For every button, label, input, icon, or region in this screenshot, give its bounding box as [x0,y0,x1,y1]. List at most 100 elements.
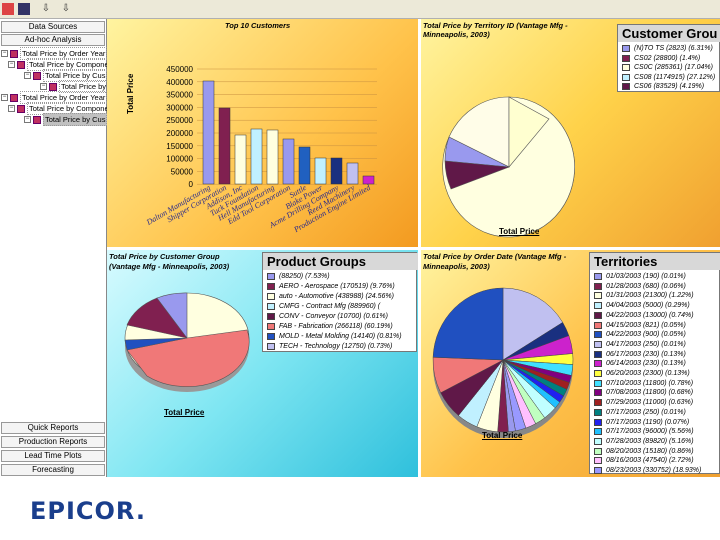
order-date-legend-item: 06/17/2003 (230) (0.13%) [594,350,686,359]
legend-swatch [622,83,630,90]
legend-label: CS0C (285361) (17.04%) [634,64,713,71]
legend-label: 08/23/2003 (330752) (18.93%) [606,467,702,474]
legend-swatch [267,273,275,280]
collapse-icon[interactable]: − [40,83,47,90]
legend-swatch [594,292,602,300]
order-date-legend-item: 01/03/2003 (190) (0.01%) [594,272,686,281]
production-reports-button[interactable]: Production Reports [1,436,105,448]
tree-item[interactable]: − Total Price by Order Year [1,91,108,104]
order-date-legend-item: 04/22/2003 (900) (0.05%) [594,330,686,339]
territory-pie [442,96,575,238]
tree-item-selected[interactable]: − Total Price by Cus [24,113,108,126]
legend-swatch [622,54,630,62]
legend-swatch [594,447,602,455]
legend-swatch [267,313,275,320]
pie-slice[interactable] [432,287,504,361]
legend-swatch [267,303,275,310]
toolbar: ⇩ ⇩ [0,0,720,19]
tree-item[interactable]: − Total Price by Componen [8,58,115,71]
legend-label: (88250) (7.53%) [279,273,330,280]
legend-swatch [594,379,602,387]
forecasting-button[interactable]: Forecasting [1,464,105,476]
arrow-down-icon[interactable]: ⇩ [41,3,51,14]
legend-label: auto - Automotive (438988) (24.56%) [279,293,394,300]
legend-swatch [594,467,602,474]
total-price-label: Total Price [499,227,540,236]
bar[interactable] [298,146,311,185]
legend-swatch [267,293,275,300]
tree-item[interactable]: − Total Price by Order Year [1,47,108,60]
bar[interactable] [218,107,231,185]
y-tick-label: 200000 [166,129,193,138]
bar[interactable] [202,80,215,185]
adhoc-analysis-button[interactable]: Ad-hoc Analysis [1,34,105,46]
arrow-down-icon-2[interactable]: ⇩ [61,3,71,14]
order-date-legend-item: 04/17/2003 (250) (0.01%) [594,340,686,349]
tool-icon-1[interactable] [2,3,14,15]
legend-swatch [594,350,602,358]
collapse-icon[interactable]: − [24,116,31,123]
legend-label: 01/03/2003 (190) (0.01%) [606,273,686,280]
legend-swatch [622,73,630,81]
lead-time-plots-button[interactable]: Lead Time Plots [1,450,105,462]
pie-slice[interactable] [502,287,564,361]
chart-title-line2: Minneapolis, 2003) [423,262,490,271]
collapse-icon[interactable]: − [8,61,15,68]
product-group-legend-item: (88250) (7.53%) [267,272,330,281]
bar[interactable] [330,157,343,185]
legend-label: 06/14/2003 (230) (0.13%) [606,360,686,368]
quick-reports-button[interactable]: Quick Reports [1,422,105,434]
legend-swatch [622,45,630,52]
epicor-logo: EPICOR. [30,497,146,525]
order-date-pie [432,287,574,438]
y-tick-label: 250000 [166,116,193,125]
bar[interactable] [234,134,247,185]
legend-swatch [594,408,602,416]
grid-icon[interactable] [18,3,30,15]
order-date-legend-item: 06/20/2003 (2300) (0.13%) [594,369,690,378]
bar[interactable] [346,162,359,185]
y-tick-label: 400000 [166,78,193,87]
legend-label: MOLD - Metal Molding (14140) (0.81%) [279,333,402,340]
top10-customers-chart: Top 10 Customers Total Price 450000 40000… [107,19,418,247]
product-groups-legend: Product Groups (88250) (7.53%) AERO - Aer… [262,252,418,352]
navigation-panel: Data Sources Ad-hoc Analysis − Total Pric… [0,19,115,477]
chart-icon [49,82,57,91]
legend-label: AERO - Aerospace (170519) (9.76%) [279,283,395,290]
legend-label: 07/17/2003 (250) (0.01%) [606,408,686,416]
tree-item[interactable]: − Total Price by Cus [24,69,108,82]
order-date-legend-item: 07/17/2003 (96000) (5.56%) [594,427,694,436]
territory-legend-item: CS0C (285361) (17.04%) [622,63,713,72]
legend-label: 08/20/2003 (15180) (0.86%) [606,447,694,455]
legend-swatch [594,360,602,368]
legend-label: 07/08/2003 (11800) (0.68%) [606,389,694,397]
collapse-icon[interactable]: − [1,94,8,101]
bar[interactable] [266,129,279,185]
bar[interactable] [362,175,375,185]
customer-group-pie [124,292,250,392]
order-date-legend-item: 04/22/2003 (13000) (0.74%) [594,311,694,320]
collapse-icon[interactable]: − [1,50,8,57]
bar[interactable] [314,157,327,185]
y-tick-label: 0 [189,180,194,189]
order-date-legend-item: 04/15/2003 (821) (0.05%) [594,321,686,330]
legend-swatch [267,323,275,330]
legend-swatch [267,343,275,350]
legend-swatch [594,370,602,377]
bar[interactable] [282,138,295,185]
legend-label: CONV - Conveyor (10700) (0.61%) [279,313,388,320]
legend-label: 01/31/2003 (21300) (1.22%) [606,292,694,300]
bar[interactable] [250,128,263,185]
legend-swatch [594,389,602,397]
chart-title-line2: (Vantage Mfg - Minneapolis, 2003) [109,262,230,271]
collapse-icon[interactable]: − [24,72,31,79]
chart-icon [17,104,25,113]
collapse-icon[interactable]: − [8,105,15,112]
legend-swatch [594,282,602,290]
order-date-legend-item: 01/31/2003 (21300) (1.22%) [594,291,694,300]
data-sources-button[interactable]: Data Sources [1,21,105,33]
legend-label: FAB - Fabrication (266118) (60.19%) [279,323,393,330]
order-date-legend-item: 01/28/2003 (680) (0.06%) [594,282,686,291]
total-price-label: Total Price [482,431,523,440]
legend-label: 04/17/2003 (250) (0.01%) [606,340,686,348]
